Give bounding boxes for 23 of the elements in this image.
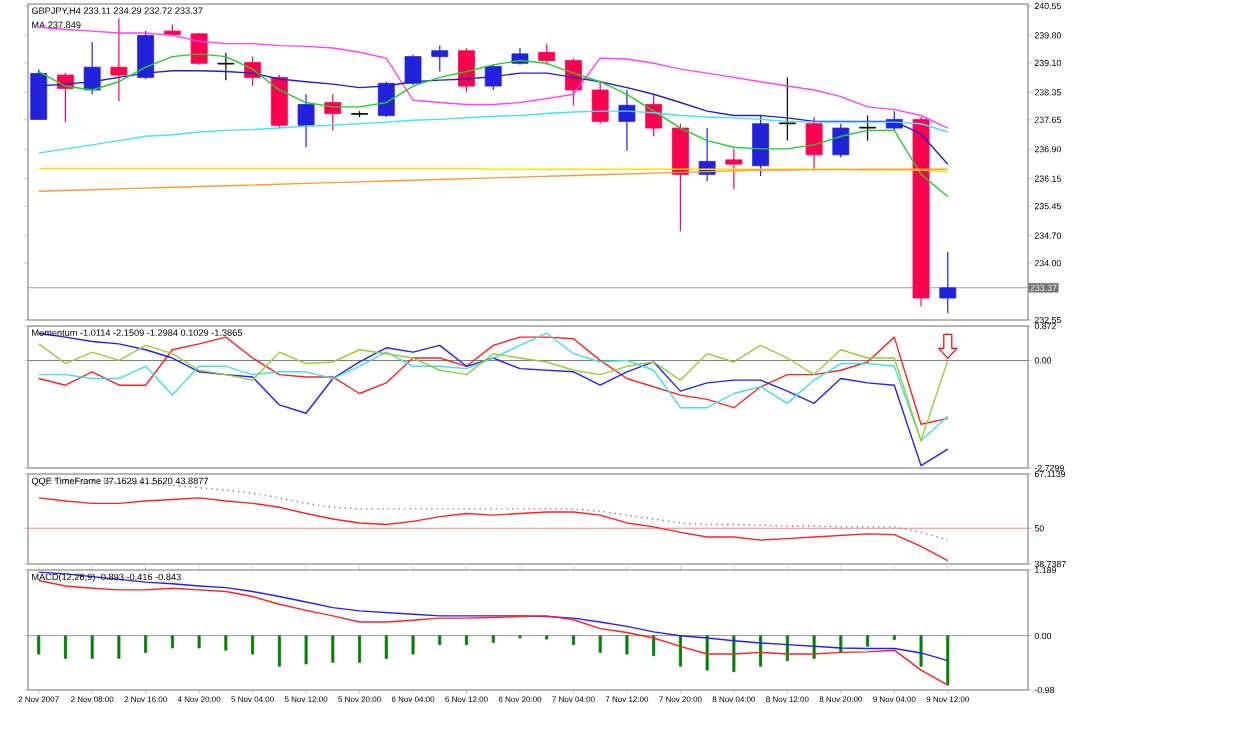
candlestick	[939, 251, 957, 314]
candlestick	[645, 93, 663, 137]
candlestick	[458, 47, 475, 93]
candlestick	[832, 123, 850, 159]
candlestick	[671, 123, 689, 232]
candlestick	[137, 30, 155, 80]
candlestick	[859, 114, 876, 142]
candlestick	[725, 148, 743, 190]
candlestick	[752, 114, 770, 177]
candlestick	[778, 76, 796, 142]
candlestick	[538, 43, 556, 66]
candlestick	[591, 81, 609, 125]
candlestick	[297, 93, 315, 148]
candlestick	[110, 17, 128, 102]
line-series	[38, 579, 949, 686]
candlestick	[30, 68, 48, 121]
candlestick	[431, 45, 449, 73]
candlestick	[217, 52, 235, 81]
candlestick	[805, 116, 823, 171]
candlestick	[404, 54, 422, 86]
candlestick	[270, 74, 288, 129]
candlestick	[618, 89, 636, 152]
candlestick	[377, 81, 395, 118]
